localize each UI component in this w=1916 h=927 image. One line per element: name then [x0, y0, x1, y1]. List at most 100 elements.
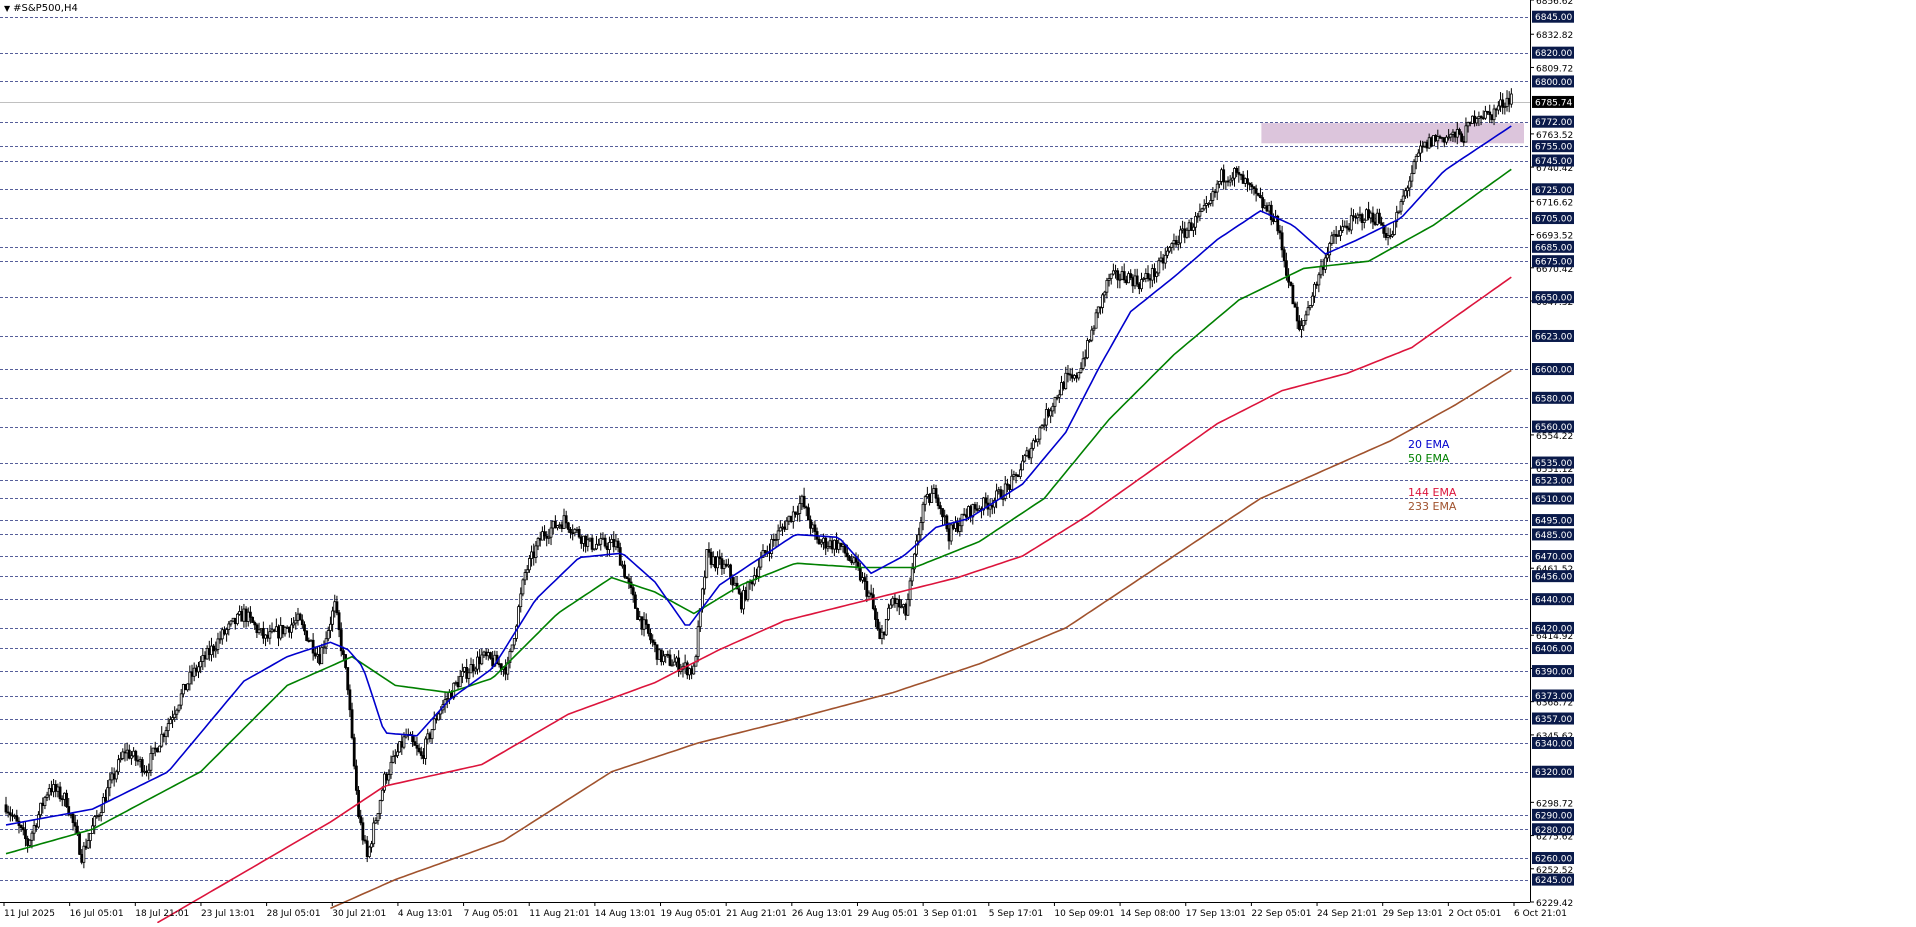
candle-body — [865, 581, 869, 597]
candle-body — [703, 576, 707, 590]
candle-body — [1079, 368, 1083, 373]
candle-body — [88, 833, 92, 841]
candle-body — [599, 538, 603, 545]
candle-body — [166, 723, 170, 732]
candle-body — [270, 629, 274, 633]
level-label: 6623.00 — [1535, 332, 1572, 342]
candle-body — [776, 530, 780, 540]
candle-body — [874, 608, 877, 620]
candle-body — [659, 649, 663, 663]
candle-body — [623, 564, 626, 578]
level-label: 6650.00 — [1535, 294, 1572, 304]
candle-body — [822, 537, 825, 543]
x-tick-label: 30 Jul 21:01 — [332, 909, 386, 919]
x-tick-label: 14 Sep 08:00 — [1120, 909, 1180, 919]
candle-body — [385, 773, 389, 781]
candle-body — [783, 526, 787, 530]
candle-body — [190, 671, 194, 677]
candle-body — [519, 593, 523, 608]
level-label-box — [1532, 212, 1574, 225]
candle-body — [964, 514, 968, 518]
candle-body — [884, 618, 888, 636]
candle-body — [127, 749, 131, 759]
collapse-arrow-icon[interactable]: ▼ — [4, 4, 11, 13]
candle-body — [819, 541, 823, 545]
candle-body — [365, 840, 369, 857]
candle-body — [1341, 226, 1345, 231]
level-label-box — [1532, 642, 1574, 655]
candle-body — [1170, 243, 1174, 248]
y-tick-label: 6740.42 — [1536, 164, 1573, 174]
candle-body — [246, 611, 250, 622]
candle-body — [1276, 215, 1280, 232]
candle-body — [956, 522, 960, 532]
candle-body — [969, 506, 973, 518]
candle-body — [257, 629, 261, 634]
candle-body — [841, 543, 845, 547]
level-label-box — [1532, 420, 1574, 433]
candle-body — [1062, 382, 1066, 389]
candle-body — [1096, 306, 1100, 314]
candle-body — [1248, 182, 1252, 186]
level-label-box — [1532, 240, 1574, 253]
candle-body — [1114, 270, 1117, 273]
candle-body — [1259, 194, 1262, 199]
candle-body — [65, 792, 68, 807]
candle-body — [532, 551, 536, 559]
candle-body — [140, 759, 144, 773]
candle-body — [335, 601, 339, 614]
candle-body — [331, 610, 334, 625]
candle-body — [233, 617, 237, 625]
candle-body — [1462, 140, 1466, 143]
candle-body — [119, 758, 123, 761]
candle-body — [540, 531, 544, 541]
y-tick-label: 6716.62 — [1536, 198, 1573, 208]
candle-body — [893, 597, 897, 604]
candle-body — [86, 840, 90, 849]
symbol-title: #S&P500,H4 — [13, 3, 78, 14]
x-tick-label: 23 Jul 13:01 — [201, 909, 255, 919]
candle-body — [294, 619, 298, 624]
candle-body — [186, 683, 190, 691]
candle-body — [476, 656, 479, 670]
candle-body — [813, 524, 817, 532]
candle-body — [264, 634, 267, 639]
candle-body — [551, 520, 555, 529]
level-label: 6440.00 — [1535, 596, 1572, 606]
candle-body — [1034, 440, 1037, 443]
candle-body — [82, 845, 86, 863]
candle-body — [930, 492, 934, 503]
candle-body — [1055, 396, 1059, 399]
level-label: 6373.00 — [1535, 692, 1572, 702]
x-tick-label: 10 Sep 09:01 — [1054, 909, 1114, 919]
candle-body — [1278, 230, 1282, 234]
y-tick-label: 6368.72 — [1536, 699, 1573, 709]
candle-body — [346, 667, 350, 691]
chart-title[interactable]: ▼ #S&P500,H4 — [4, 3, 78, 14]
candle-body — [1367, 209, 1370, 219]
candle-body — [510, 644, 514, 652]
candle-body — [1068, 373, 1072, 376]
candle-body — [344, 654, 347, 668]
level-label: 6510.00 — [1535, 495, 1572, 505]
candle-body — [850, 560, 854, 564]
candle-body — [361, 822, 365, 841]
candle-body — [696, 626, 700, 658]
x-tick-label: 16 Jul 05:01 — [70, 909, 124, 919]
candle-body — [941, 508, 944, 518]
candle-body — [272, 629, 276, 632]
candle-body — [556, 525, 559, 529]
candle-body — [1503, 106, 1507, 108]
level-label: 6390.00 — [1535, 668, 1572, 678]
candle-body — [1481, 117, 1485, 120]
candle-body — [943, 515, 947, 518]
candle-body — [1349, 215, 1353, 231]
candle-body — [210, 645, 213, 656]
candle-body — [1468, 122, 1472, 124]
candle-body — [1066, 372, 1070, 375]
candle-body — [733, 582, 737, 586]
candle-body — [608, 542, 611, 550]
candle-body — [536, 538, 540, 547]
y-tick-label: 6275.62 — [1536, 833, 1573, 843]
candle-body — [19, 825, 23, 828]
